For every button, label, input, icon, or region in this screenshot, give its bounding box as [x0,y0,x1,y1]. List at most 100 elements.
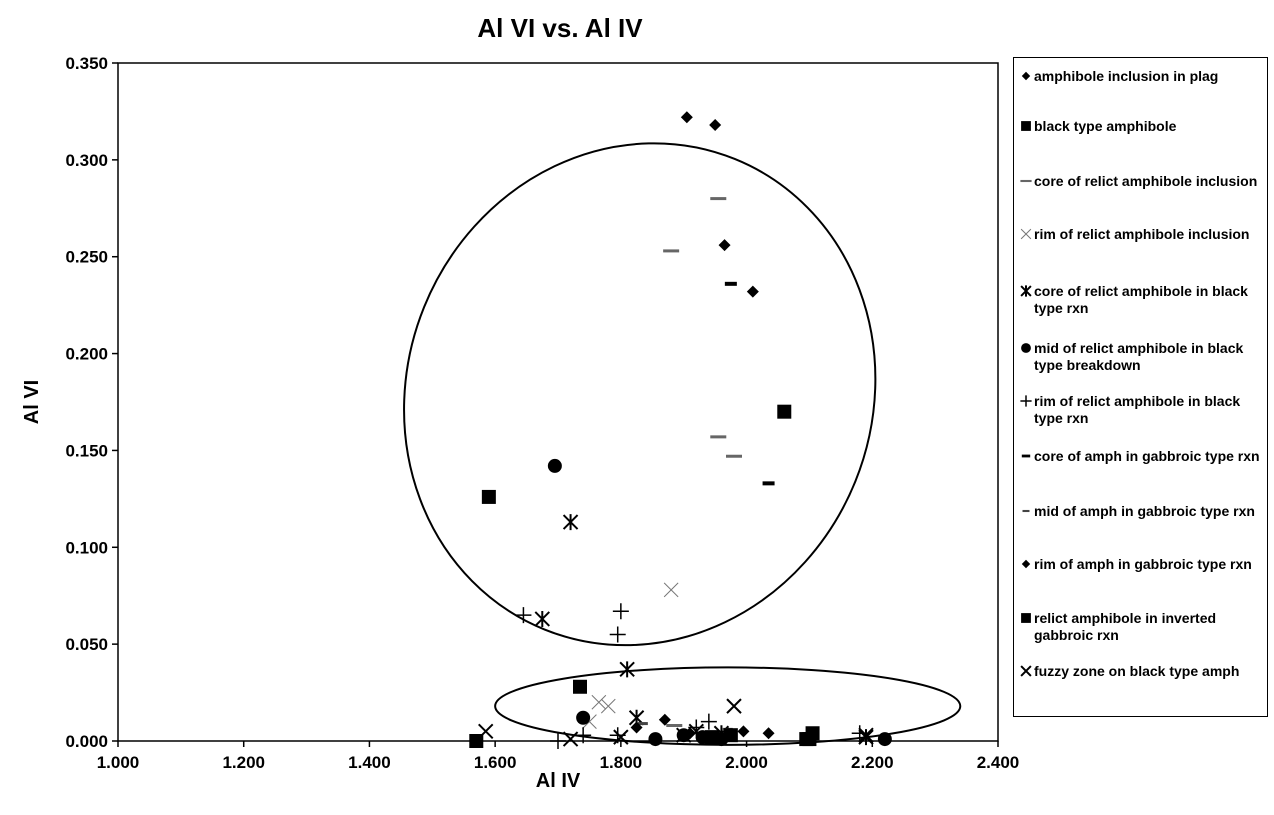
data-point-square [573,679,587,694]
legend-marker-x [1020,665,1032,677]
legend-item: amphibole inclusion in plag [1020,68,1264,85]
cluster-ellipse [403,142,877,647]
data-point-x-thin [591,694,607,710]
data-point-x [676,727,692,743]
cluster-ellipses [403,142,962,746]
legend-label: mid of amph in gabbroic type rxn [1034,503,1255,519]
legend-label: amphibole inclusion in plag [1034,68,1219,84]
legend-item: fuzzy zone on black type amph [1020,663,1264,680]
legend-marker-icon [1021,71,1031,81]
x-tick-label: 1.200 [222,753,265,772]
data-point-plus [575,727,592,744]
legend-item: relict amphibole in inverted gabbroic rx… [1020,610,1264,644]
data-point-plus [700,713,717,730]
legend-item: core of amph in gabbroic type rxn [1020,448,1264,465]
legend-item: rim of relict amphibole in black type rx… [1020,393,1264,427]
legend-item: core of relict amphibole inclusion [1020,173,1264,190]
legend-label: rim of amph in gabbroic type rxn [1034,556,1252,572]
data-point-tiny-dash [666,724,683,728]
data-point-plus [609,626,626,643]
legend-marker-icon [1020,395,1032,407]
data-points [469,111,892,749]
data-point-diamond [746,285,759,298]
legend-marker-icon [1021,343,1031,353]
data-point-x [613,729,629,745]
chart-title: Al VI vs. Al IV [477,13,643,43]
data-point-plus [550,733,566,749]
y-tick-label: 0.000 [65,732,108,751]
legend-marker-icon [1020,228,1032,240]
data-point-asterisk [858,729,874,746]
y-tick-label: 0.300 [65,151,108,170]
legend-marker-circle [1021,343,1031,353]
legend-label: core of relict amphibole inclusion [1034,173,1258,189]
legend-marker-small-dash [1022,509,1030,513]
data-point-circle [648,732,663,747]
data-point-tiny-dash [663,249,680,253]
x-axis-label: Al IV [536,770,581,792]
data-point-asterisk [619,661,635,678]
data-point-x [688,723,704,740]
legend-marker-icon [1022,509,1030,513]
legend-marker-icon [1020,179,1032,183]
x-tick-label: 1.000 [97,753,140,772]
data-point-diamond [762,727,775,740]
legend-marker-dash [1021,454,1031,458]
legend-marker-diamond [1021,559,1031,569]
legend-item: mid of relict amphibole in black type br… [1020,340,1264,374]
legend-item: black type amphibole [1020,118,1264,135]
data-point-diamond [684,727,696,740]
legend-item: mid of amph in gabbroic type rxn [1020,503,1264,520]
legend-marker-diamond [1021,71,1031,81]
data-point-square [723,728,738,743]
data-point-x-thin [600,698,616,714]
data-point-circle [547,458,562,473]
data-point-dash [762,481,775,486]
y-tick-label: 0.200 [65,345,108,364]
data-point-square [799,732,814,747]
legend-label: fuzzy zone on black type amph [1034,663,1240,679]
y-axis: 0.000 0.050 0.100 0.150 0.200 0.250 0.300 0.350 [65,54,118,751]
data-point-diamond [680,111,693,124]
x-tick-label: 2.000 [725,753,768,772]
data-point-tiny-dash [710,435,727,439]
data-point-x-thin [663,582,679,598]
data-point-square [777,404,792,419]
legend-marker-icon [1021,121,1031,131]
y-axis-label: Al VI [21,380,43,424]
y-tick-label: 0.250 [65,248,108,267]
legend-marker-square [1021,613,1031,623]
legend-marker-icon [1021,454,1031,458]
legend-marker-square [1021,121,1031,131]
y-tick-label: 0.100 [65,538,108,557]
data-point-circle [576,710,591,725]
data-point-diamond [709,118,722,131]
data-point-dash [724,281,737,286]
y-tick-label: 0.050 [65,635,108,654]
x-tick-label: 1.800 [600,753,643,772]
legend-marker-tiny-dash [1020,179,1032,183]
legend-label: relict amphibole in inverted gabbroic rx… [1034,610,1217,643]
data-point-circle [877,732,892,747]
legend-label: rim of relict amphibole inclusion [1034,226,1250,242]
x-tick-label: 2.400 [977,753,1020,772]
data-point-plus [612,603,629,620]
data-point-x [858,727,874,743]
data-point-small-dash [637,722,648,726]
legend-item: rim of relict amphibole inclusion [1020,226,1264,243]
data-point-diamond [658,713,671,726]
data-point-tiny-dash [726,454,742,458]
legend-label: mid of relict amphibole in black type br… [1034,340,1244,373]
data-point-x [562,731,579,747]
x-tick-label: 1.600 [474,753,517,772]
data-point-square [705,730,719,745]
data-point-x [478,723,494,740]
data-point-diamond [630,721,643,734]
legend-item: rim of amph in gabbroic type rxn [1020,556,1264,573]
legend-marker-icon [1020,285,1032,297]
data-point-asterisk [562,514,579,531]
data-point-plus [515,607,532,624]
legend-marker-icon [1020,665,1032,677]
cluster-ellipse [494,666,962,746]
